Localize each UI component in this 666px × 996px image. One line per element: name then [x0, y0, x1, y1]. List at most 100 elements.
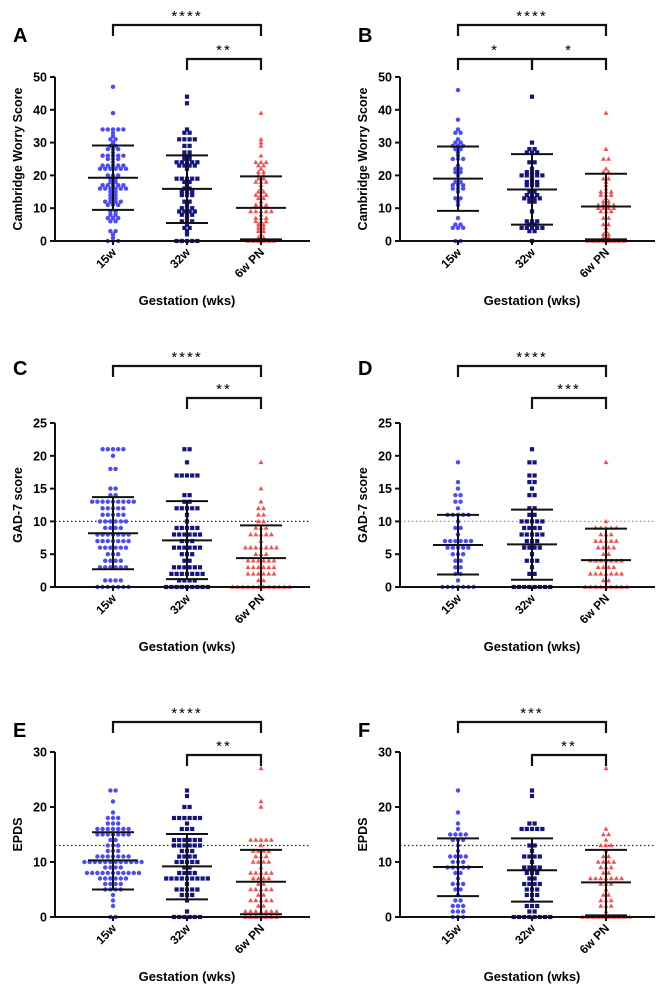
data-point-32w: [171, 843, 177, 848]
significance-label: ***: [520, 705, 544, 722]
data-point-32w: [182, 150, 187, 155]
data-point-32w: [187, 843, 192, 848]
data-point-15w: [116, 499, 121, 504]
data-point-32w: [179, 189, 184, 194]
y-tick-label: 15: [33, 482, 47, 496]
x-tick-label: 32w: [512, 921, 538, 947]
data-point-15w: [100, 153, 105, 158]
data-point-6wpn: [598, 538, 604, 543]
data-point-6wpn: [261, 162, 266, 168]
data-point-32w: [187, 143, 192, 148]
data-point-6wpn: [608, 875, 614, 881]
data-point-32w: [184, 222, 190, 227]
data-point-15w: [458, 140, 463, 145]
data-point-32w: [182, 565, 187, 570]
data-point-32w: [195, 506, 200, 511]
data-point-15w: [105, 173, 111, 178]
data-point-32w: [177, 870, 182, 876]
data-point-6wpn: [595, 564, 601, 570]
x-tick-label: 6w PN: [232, 245, 267, 280]
data-point-6wpn: [248, 886, 253, 892]
data-point-15w: [455, 137, 461, 142]
data-point-6wpn: [256, 225, 261, 230]
data-point-6wpn: [248, 837, 253, 842]
data-point-32w: [527, 512, 532, 517]
data-point-32w: [174, 473, 179, 478]
data-point-32w: [187, 870, 192, 876]
significance-bracket: [530, 57, 608, 70]
data-point-32w: [187, 225, 192, 230]
data-point-6wpn: [256, 189, 261, 194]
data-point-6wpn: [611, 545, 617, 550]
panel-C: C 0 5 10 15 20 25 15w 32w 6w PN GAD-7 score Gestati…: [11, 349, 310, 654]
data-point-32w: [529, 793, 535, 799]
data-point-32w: [519, 225, 524, 230]
data-point-15w: [126, 499, 131, 504]
data-point-6wpn: [619, 875, 624, 881]
data-point-6wpn: [248, 531, 253, 537]
data-point-15w: [100, 870, 105, 876]
data-point-15w: [116, 854, 121, 859]
data-point-32w: [519, 519, 524, 524]
data-point-32w: [529, 788, 535, 793]
y-tick-label: 40: [378, 103, 392, 117]
data-point-15w: [113, 519, 118, 524]
y-tick-label: 10: [378, 515, 392, 529]
data-point-6wpn: [588, 571, 593, 576]
data-point-32w: [182, 870, 187, 876]
y-tick-label: 30: [33, 136, 47, 150]
data-point-32w: [519, 826, 524, 832]
data-point-32w: [179, 525, 184, 531]
data-point-6wpn: [261, 222, 266, 227]
data-point-32w: [535, 183, 540, 188]
data-point-15w: [123, 186, 129, 191]
significance-label: ****: [516, 349, 547, 366]
data-point-32w: [527, 876, 532, 881]
significance-bracket: [456, 364, 608, 377]
data-point-32w: [179, 212, 184, 217]
data-point-15w: [113, 228, 118, 234]
data-point-15w: [100, 854, 105, 859]
data-point-32w: [522, 525, 527, 531]
data-point-6wpn: [593, 571, 598, 576]
data-point-6wpn: [271, 571, 277, 576]
data-point-6wpn: [258, 136, 264, 142]
data-point-15w: [121, 538, 126, 544]
data-point-6wpn: [258, 153, 264, 158]
data-point-32w: [522, 545, 527, 550]
y-tick-label: 20: [378, 169, 392, 183]
data-point-15w: [95, 538, 100, 544]
data-point-6wpn: [274, 545, 279, 550]
data-point-15w: [126, 832, 131, 837]
data-point-32w: [187, 199, 192, 204]
data-point-15w: [108, 837, 113, 843]
y-axis-title: EPDS: [356, 817, 370, 851]
data-point-15w: [458, 196, 463, 201]
data-point-32w: [527, 545, 532, 550]
data-point-32w: [532, 571, 537, 576]
data-point-6wpn: [269, 886, 274, 892]
data-point-32w: [179, 571, 184, 576]
data-point-32w: [182, 137, 187, 142]
data-point-15w: [453, 166, 458, 172]
data-point-6wpn: [253, 545, 259, 550]
data-point-15w: [450, 545, 455, 550]
data-point-32w: [532, 460, 537, 465]
data-point-32w: [190, 206, 195, 211]
data-point-15w: [461, 552, 466, 557]
data-point-6wpn: [266, 859, 272, 864]
x-tick-label: 32w: [512, 245, 538, 271]
y-axis-title: GAD-7 score: [11, 467, 25, 543]
data-point-15w: [108, 525, 113, 531]
data-point-15w: [461, 903, 466, 909]
significance-bracket: [111, 364, 263, 377]
data-point-15w: [126, 538, 131, 544]
data-point-32w: [182, 163, 187, 168]
data-point-32w: [192, 843, 197, 848]
data-point-32w: [535, 150, 540, 155]
data-point-15w: [121, 127, 126, 132]
data-point-6wpn: [606, 176, 611, 181]
data-point-15w: [450, 552, 455, 557]
data-point-15w: [108, 219, 113, 224]
data-point-15w: [97, 519, 103, 524]
